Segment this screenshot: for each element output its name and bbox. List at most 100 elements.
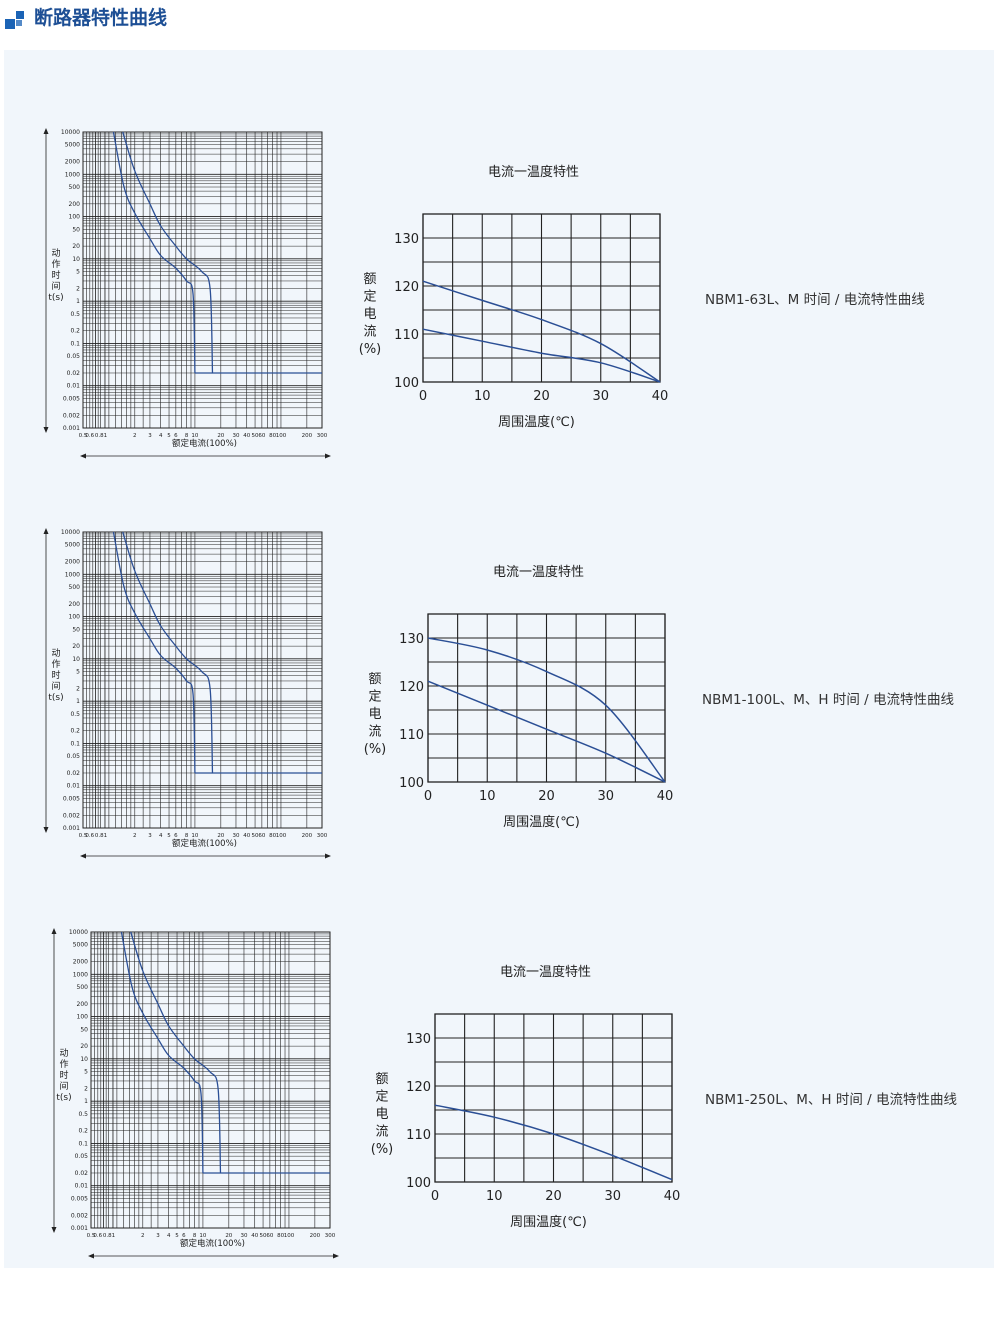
x-tick-label: 20 xyxy=(217,433,224,439)
current-temperature-chart-2: 电流一温度特性 100 110 120 130 0 10 20 30 40 额定电流 (%) 周围温度(… xyxy=(364,564,674,830)
y-tick-label: 10 xyxy=(80,1056,88,1063)
trip-curve-1 xyxy=(112,531,196,774)
y-tick-label: 50 xyxy=(72,226,80,233)
y-arrow-head xyxy=(43,427,49,433)
y-tick-label: 0.05 xyxy=(75,1153,89,1160)
y-tick-label: 0.002 xyxy=(63,412,80,419)
y-axis-label-char: 流 xyxy=(368,725,381,740)
x-axis-label: 周围温度(℃) xyxy=(503,814,580,830)
x-tick-label: 10 xyxy=(474,389,491,404)
y-tick-label: 100 xyxy=(77,1014,89,1021)
y-tick-label: 2 xyxy=(76,285,80,292)
x-tick-label: 5 xyxy=(167,433,171,439)
y-tick-label: 0.001 xyxy=(63,825,80,832)
x-tick-label: 0.81 xyxy=(95,833,107,839)
y-tick-label: 2000 xyxy=(65,159,80,166)
x-arrow-head xyxy=(80,453,86,459)
x-tick-label: 20 xyxy=(533,389,550,404)
x-tick-label: 0 xyxy=(431,1189,439,1204)
trip-curve-2 xyxy=(130,931,222,1174)
y-tick-label: 1000 xyxy=(73,971,88,978)
y-tick-label: 200 xyxy=(77,1001,89,1008)
y-arrow-head xyxy=(51,928,57,934)
y-tick-label: 120 xyxy=(406,1080,431,1095)
x-tick-label: 40 xyxy=(251,1233,258,1239)
y-tick-label: 0.2 xyxy=(70,728,80,735)
x-tick-label: 30 xyxy=(232,833,239,839)
y-tick-label: 500 xyxy=(77,984,89,991)
y-tick-label: 0.1 xyxy=(70,740,80,747)
x-tick-label: 8 xyxy=(185,433,189,439)
x-tick-label: 30 xyxy=(232,433,239,439)
y-tick-label: 0.01 xyxy=(75,1183,89,1190)
y-axis-label-char: 动 xyxy=(51,648,60,659)
x-tick-label: 50 xyxy=(260,1233,267,1239)
x-tick-label: 0 xyxy=(419,389,427,404)
y-tick-label: 100 xyxy=(69,614,81,621)
x-tick-label: 0 xyxy=(424,789,432,804)
x-tick-label: 8 xyxy=(185,833,189,839)
y-tick-label: 20 xyxy=(72,243,80,250)
x-tick-label: 30 xyxy=(240,1233,247,1239)
y-tick-label: 5 xyxy=(76,669,80,676)
blue-squares-icon xyxy=(5,9,27,29)
x-tick-label: 5 xyxy=(175,1233,179,1239)
y-axis-label-char: 额 xyxy=(375,1072,388,1087)
plot-frame xyxy=(82,531,323,829)
x-axis-label: 周围温度(℃) xyxy=(498,414,575,430)
y-tick-label: 5 xyxy=(84,1069,88,1076)
x-tick-label: 2 xyxy=(133,433,137,439)
y-tick-label: 0.1 xyxy=(70,340,80,347)
y-axis-label-char: 动 xyxy=(59,1048,68,1059)
y-tick-label: 0.005 xyxy=(63,795,80,802)
y-axis-label-char: 电 xyxy=(375,1107,388,1122)
x-axis-label: 周围温度(℃) xyxy=(510,1214,587,1230)
x-tick-label: 3 xyxy=(156,1233,160,1239)
y-tick-label: 0.001 xyxy=(71,1225,88,1232)
plot-frame xyxy=(82,131,323,429)
y-tick-label: 50 xyxy=(80,1026,88,1033)
y-tick-label: 110 xyxy=(394,328,419,343)
y-tick-label: 0.05 xyxy=(67,753,81,760)
y-axis-label-char: 时 xyxy=(59,1069,68,1081)
x-tick-label: 100 xyxy=(284,1233,295,1239)
y-tick-label: 0.02 xyxy=(67,770,81,777)
x-tick-label: 0.5 xyxy=(87,1233,96,1239)
y-tick-label: 10000 xyxy=(61,529,80,536)
y-tick-label: 50 xyxy=(72,626,80,633)
x-tick-label: 20 xyxy=(225,1233,232,1239)
x-tick-label: 0.6 xyxy=(85,433,94,439)
x-tick-label: 8 xyxy=(193,1233,197,1239)
y-tick-label: 0.2 xyxy=(78,1128,88,1135)
x-tick-label: 0.5 xyxy=(79,433,88,439)
y-axis-label-char: (%) xyxy=(371,1142,394,1157)
y-tick-label: 10000 xyxy=(61,129,80,136)
caption-nbm1-250: NBM1-250L、M、H 时间 / 电流特性曲线 xyxy=(705,1092,957,1108)
y-tick-label: 100 xyxy=(399,776,424,791)
y-arrow-head xyxy=(43,528,49,534)
x-tick-label: 10 xyxy=(486,1189,503,1204)
y-arrow-head xyxy=(51,1227,57,1233)
y-tick-label: 20 xyxy=(72,643,80,650)
caption-nbm1-100: NBM1-100L、M、H 时间 / 电流特性曲线 xyxy=(702,692,954,708)
section-nbm1-100: 10000 5000 2000 1000 500 200 100 50 20 10 5 2 1 0.5 0.… xyxy=(0,520,995,920)
y-tick-label: 0.02 xyxy=(67,370,81,377)
y-axis-label-char: t(s) xyxy=(56,1093,71,1103)
x-tick-label: 5 xyxy=(167,833,171,839)
x-tick-label: 50 xyxy=(252,833,259,839)
x-tick-label: 3 xyxy=(148,833,152,839)
x-tick-label: 300 xyxy=(317,433,328,439)
x-tick-label: 4 xyxy=(159,433,163,439)
y-axis-label-char: 定 xyxy=(375,1090,388,1105)
y-tick-label: 120 xyxy=(399,680,424,695)
y-tick-label: 1 xyxy=(76,298,80,305)
y-tick-label: 110 xyxy=(406,1128,431,1143)
x-tick-label: 300 xyxy=(325,1233,336,1239)
y-axis-label-char: 作 xyxy=(51,258,60,270)
plot-frame xyxy=(90,931,331,1229)
x-tick-label: 60 xyxy=(258,833,265,839)
x-tick-label: 80 xyxy=(269,833,276,839)
